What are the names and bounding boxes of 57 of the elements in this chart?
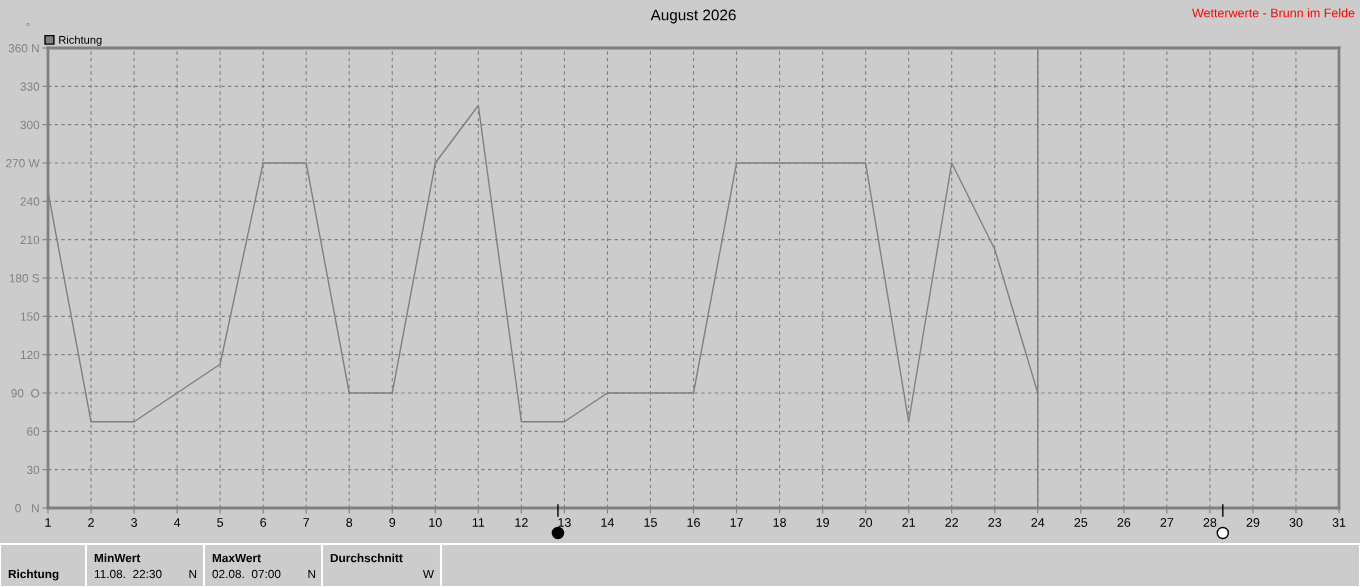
y-tick-label: 300 <box>20 120 40 130</box>
text: Richtung <box>8 569 59 581</box>
x-tick-label: 8 <box>346 518 353 527</box>
x-tick-label: 29 <box>1246 518 1260 527</box>
y-axis-title: ° <box>26 23 30 27</box>
x-tick-label: 30 <box>1289 518 1303 527</box>
text: MaxWert <box>212 553 261 563</box>
y-tick-label: 240 <box>20 197 40 206</box>
x-tick-label: 10 <box>429 518 442 527</box>
x-tick-label: 24 <box>1031 518 1045 527</box>
x-tick-label: 11 <box>472 518 485 527</box>
x-tick-label: 14 <box>601 518 615 527</box>
x-tick-label: 15 <box>644 518 657 527</box>
text: Durchschnitt <box>330 553 403 563</box>
y-tick-label: 210 <box>20 235 40 245</box>
x-tick-label: 27 <box>1160 518 1174 527</box>
x-tick-label: 21 <box>902 518 916 527</box>
chart-subtitle: Wetterwerte - Brunn im Felde <box>1192 8 1355 18</box>
x-tick-label: 25 <box>1074 518 1088 527</box>
x-tick-label: 2 <box>88 518 94 527</box>
y-tick-label: 60 <box>27 427 40 436</box>
legend-label: Richtung <box>59 35 102 46</box>
y-tick-label: 180 S <box>9 274 40 283</box>
y-tick-label: 0 N <box>15 504 39 513</box>
x-tick-label: 22 <box>945 518 959 527</box>
x-tick-label: 3 <box>131 518 137 527</box>
text: N <box>189 569 197 579</box>
text: MinWert <box>94 553 141 563</box>
x-tick-label: 12 <box>515 518 528 527</box>
text: W <box>422 569 434 579</box>
y-tick-label: 330 <box>20 82 40 91</box>
y-tick-label: 30 <box>26 465 40 475</box>
x-tick-label: 5 <box>217 518 224 527</box>
y-tick-label: 150 <box>20 312 40 321</box>
x-tick-label: 4 <box>173 518 181 527</box>
x-tick-label: 16 <box>687 518 700 527</box>
x-tick-label: 19 <box>816 518 829 527</box>
chart-title: August 2026 <box>650 9 736 24</box>
text: N <box>308 569 316 579</box>
y-tick-label: 270 W <box>6 159 40 168</box>
x-tick-label: 6 <box>260 518 267 527</box>
text: 11.08. 22:30 <box>94 569 162 579</box>
x-tick-label: 1 <box>45 518 51 527</box>
y-tick-label: 120 <box>20 350 40 360</box>
x-tick-label: 28 <box>1203 518 1217 527</box>
x-tick-label: 31 <box>1332 518 1346 527</box>
y-tick-label: 360 N <box>8 44 39 53</box>
x-tick-label: 26 <box>1117 518 1131 527</box>
x-tick-label: 18 <box>773 518 786 527</box>
x-tick-label: 7 <box>303 518 310 527</box>
y-tick-label: 90 O <box>11 389 40 398</box>
x-tick-label: 17 <box>730 518 743 527</box>
x-tick-label: 9 <box>389 518 396 527</box>
x-tick-label: 23 <box>988 518 1002 527</box>
x-tick-label: 13 <box>558 518 571 527</box>
text: 02.08. 07:00 <box>212 569 281 579</box>
x-tick-label: 20 <box>859 518 873 527</box>
